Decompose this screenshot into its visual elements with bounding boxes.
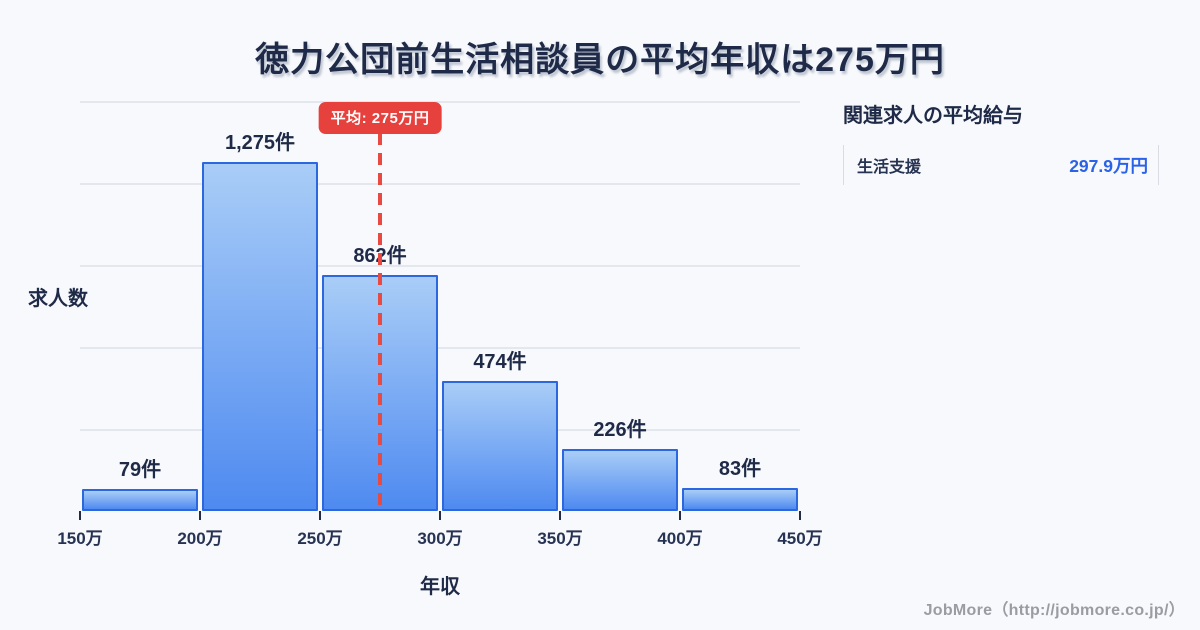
x-axis-tick [79,511,81,520]
x-axis-tick-label: 150万 [57,529,103,548]
histogram-bar [682,488,798,511]
bar-value-label: 226件 [593,419,647,441]
gridline [80,347,800,349]
bar-slot: 83件 [680,101,800,511]
gridline [80,101,800,103]
x-axis-tick-label: 350万 [537,529,583,548]
related-job-value: 297.9万円 [1069,155,1148,176]
gridline [80,429,800,431]
x-axis-tick [439,511,441,520]
average-line [377,133,383,511]
gridline [80,183,800,185]
bar-value-label: 83件 [718,458,762,480]
y-axis-label: 求人数 [28,288,88,310]
site-credit: JobMore（http://jobmore.co.jp/） [923,602,1185,619]
average-badge: 平均: 275万円 [318,102,442,134]
histogram-bar [562,449,678,511]
bar-slot: 79件 [80,101,200,511]
bar-value-label: 474件 [473,351,527,373]
gridline [80,265,800,267]
related-job-row: 生活支援 297.9万円 [843,145,1159,185]
histogram-bar [202,162,318,511]
chart-plot: 平均: 275万円 79件1,275件862件474件226件83件150万20… [57,101,823,548]
x-axis-tick [559,511,561,520]
histogram-bar [442,381,558,511]
x-axis-tick [319,511,321,520]
x-axis-tick [799,511,801,520]
bar-slot: 1,275件 [200,101,320,511]
x-axis-tick-label: 200万 [177,529,223,548]
related-jobs-heading: 関連求人の平均給与 [843,105,1023,127]
x-axis-tick-label: 300万 [417,529,463,548]
x-axis-label: 年収 [420,576,460,598]
x-axis-tick-label: 250万 [297,529,343,548]
bar-slot: 226件 [560,101,680,511]
bar-value-label: 79件 [118,459,162,481]
histogram-bar [82,489,198,511]
bar-value-label: 1,275件 [224,132,296,154]
x-axis-tick-label: 450万 [777,529,823,548]
bar-slot: 474件 [440,101,560,511]
x-axis-tick [199,511,201,520]
related-job-label: 生活支援 [857,159,922,176]
page-title: 徳力公団前生活相談員の平均年収は275万円 [255,41,945,79]
x-axis-tick-label: 400万 [657,529,703,548]
x-axis-tick [679,511,681,520]
